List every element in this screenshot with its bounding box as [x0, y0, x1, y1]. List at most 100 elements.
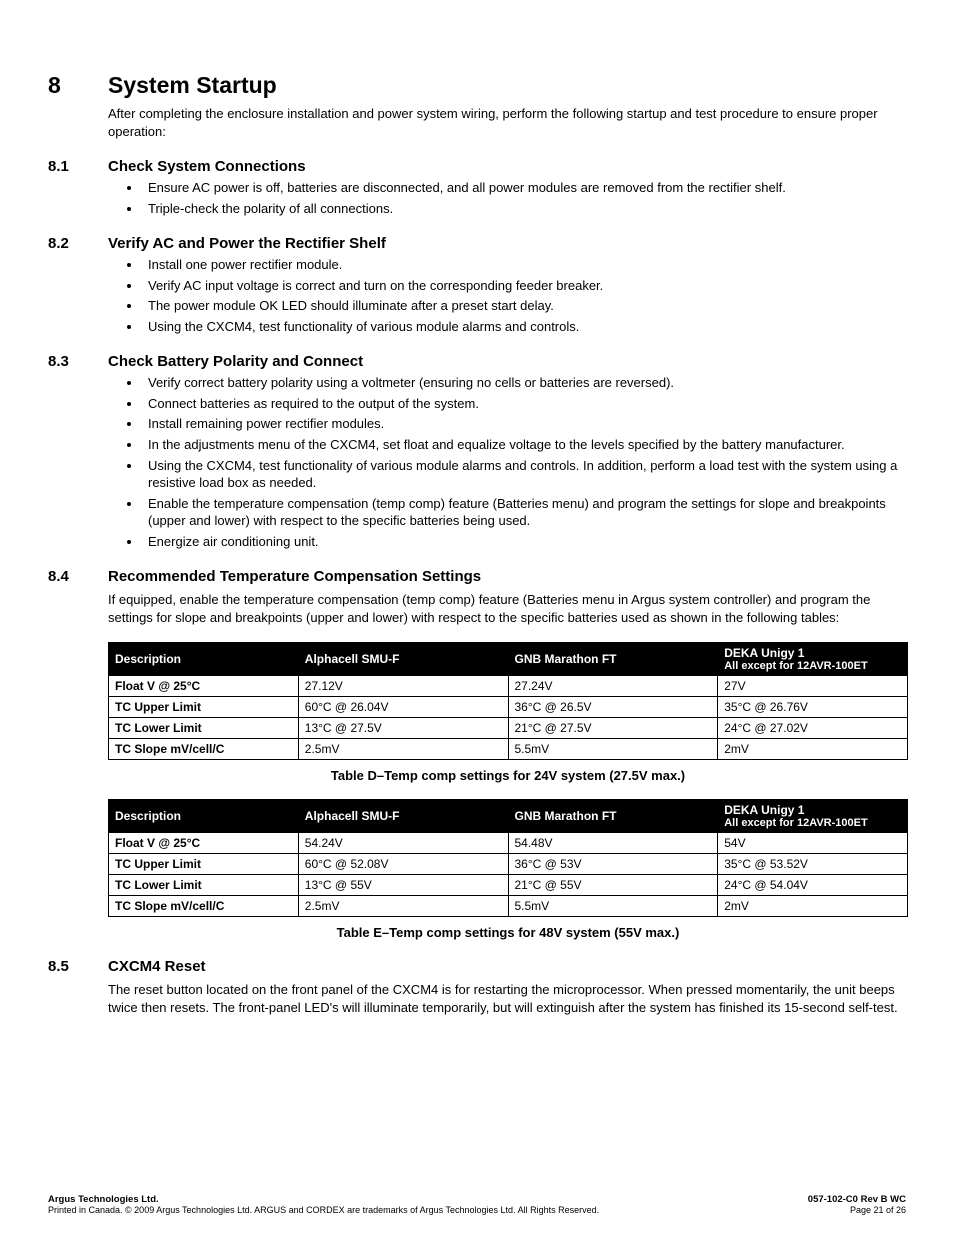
cell: TC Upper Limit — [109, 697, 299, 718]
col-alphacell: Alphacell SMU-F — [298, 643, 508, 676]
subsection-number: 8.3 — [48, 353, 108, 370]
table-row: TC Lower Limit 13°C @ 27.5V 21°C @ 27.5V… — [109, 718, 908, 739]
table-row: TC Upper Limit 60°C @ 52.08V 36°C @ 53V … — [109, 854, 908, 875]
list-item: Using the CXCM4, test functionality of v… — [142, 457, 906, 492]
intro-paragraph: After completing the enclosure installat… — [108, 105, 906, 140]
cell: 35°C @ 53.52V — [718, 854, 908, 875]
cell: 2mV — [718, 896, 908, 917]
list-item: The power module OK LED should illuminat… — [142, 297, 906, 315]
table-d-caption: Table D–Temp comp settings for 24V syste… — [108, 768, 908, 783]
footer-left: Argus Technologies Ltd. Printed in Canad… — [48, 1194, 599, 1215]
col-description: Description — [109, 643, 299, 676]
list-item: Verify AC input voltage is correct and t… — [142, 277, 906, 295]
cell: 35°C @ 26.76V — [718, 697, 908, 718]
subsection-number: 8.5 — [48, 958, 108, 975]
subsection-heading: 8.5 CXCM4 Reset — [48, 958, 906, 975]
cell: TC Upper Limit — [109, 854, 299, 875]
cell: TC Slope mV/cell/C — [109, 896, 299, 917]
col-deka-line1: DEKA Unigy 1 — [724, 646, 804, 660]
section-title: System Startup — [108, 72, 277, 99]
footer-company: Argus Technologies Ltd. — [48, 1194, 159, 1205]
cell: 36°C @ 26.5V — [508, 697, 718, 718]
footer-copyright: Printed in Canada. © 2009 Argus Technolo… — [48, 1205, 599, 1215]
cell: 60°C @ 26.04V — [298, 697, 508, 718]
paragraph: If equipped, enable the temperature comp… — [108, 591, 906, 626]
subsection-heading: 8.3 Check Battery Polarity and Connect — [48, 353, 906, 370]
col-gnb: GNB Marathon FT — [508, 800, 718, 833]
list-item: Energize air conditioning unit. — [142, 533, 906, 551]
list-item: Install remaining power rectifier module… — [142, 415, 906, 433]
cell: 5.5mV — [508, 739, 718, 760]
cell: 13°C @ 55V — [298, 875, 508, 896]
table-row: Float V @ 25°C 54.24V 54.48V 54V — [109, 833, 908, 854]
cell: 13°C @ 27.5V — [298, 718, 508, 739]
cell: 24°C @ 27.02V — [718, 718, 908, 739]
col-deka: DEKA Unigy 1 All except for 12AVR-100ET — [718, 800, 908, 833]
list-item: Enable the temperature compensation (tem… — [142, 495, 906, 530]
cell: Float V @ 25°C — [109, 833, 299, 854]
table-row: TC Slope mV/cell/C 2.5mV 5.5mV 2mV — [109, 739, 908, 760]
list-item: Install one power rectifier module. — [142, 256, 906, 274]
cell: TC Lower Limit — [109, 718, 299, 739]
list-item: Triple-check the polarity of all connect… — [142, 200, 906, 218]
col-deka-line2: All except for 12AVR-100ET — [724, 660, 901, 672]
cell: TC Slope mV/cell/C — [109, 739, 299, 760]
cell: 27V — [718, 676, 908, 697]
col-alphacell: Alphacell SMU-F — [298, 800, 508, 833]
cell: TC Lower Limit — [109, 875, 299, 896]
subsection-title: CXCM4 Reset — [108, 958, 206, 975]
subsection-title: Check Battery Polarity and Connect — [108, 353, 363, 370]
cell: Float V @ 25°C — [109, 676, 299, 697]
list-item: Using the CXCM4, test functionality of v… — [142, 318, 906, 336]
col-deka-line2: All except for 12AVR-100ET — [724, 817, 901, 829]
cell: 2.5mV — [298, 739, 508, 760]
table-row: TC Slope mV/cell/C 2.5mV 5.5mV 2mV — [109, 896, 908, 917]
subsection-title: Check System Connections — [108, 158, 306, 175]
table-e-caption: Table E–Temp comp settings for 48V syste… — [108, 925, 908, 940]
bullet-list-81: Ensure AC power is off, batteries are di… — [108, 179, 906, 217]
footer-right: 057-102-C0 Rev B WC Page 21 of 26 — [808, 1194, 906, 1215]
paragraph: The reset button located on the front pa… — [108, 981, 906, 1016]
table-row: TC Upper Limit 60°C @ 26.04V 36°C @ 26.5… — [109, 697, 908, 718]
cell: 36°C @ 53V — [508, 854, 718, 875]
footer-page-number: Page 21 of 26 — [850, 1205, 906, 1215]
subsection-title: Verify AC and Power the Rectifier Shelf — [108, 235, 386, 252]
list-item: In the adjustments menu of the CXCM4, se… — [142, 436, 906, 454]
bullet-list-83: Verify correct battery polarity using a … — [108, 374, 906, 550]
footer-doc-id: 057-102-C0 Rev B WC — [808, 1194, 906, 1205]
cell: 27.24V — [508, 676, 718, 697]
subsection-number: 8.1 — [48, 158, 108, 175]
list-item: Verify correct battery polarity using a … — [142, 374, 906, 392]
cell: 24°C @ 54.04V — [718, 875, 908, 896]
subsection-number: 8.4 — [48, 568, 108, 585]
cell: 21°C @ 27.5V — [508, 718, 718, 739]
subsection-heading: 8.1 Check System Connections — [48, 158, 906, 175]
subsection-heading: 8.4 Recommended Temperature Compensation… — [48, 568, 906, 585]
col-description: Description — [109, 800, 299, 833]
section-heading: 8 System Startup — [48, 72, 906, 99]
subsection-title: Recommended Temperature Compensation Set… — [108, 568, 481, 585]
table-row: Float V @ 25°C 27.12V 27.24V 27V — [109, 676, 908, 697]
cell: 27.12V — [298, 676, 508, 697]
list-item: Ensure AC power is off, batteries are di… — [142, 179, 906, 197]
cell: 54.24V — [298, 833, 508, 854]
cell: 54.48V — [508, 833, 718, 854]
col-deka: DEKA Unigy 1 All except for 12AVR-100ET — [718, 643, 908, 676]
section-number: 8 — [48, 72, 108, 99]
subsection-number: 8.2 — [48, 235, 108, 252]
cell: 5.5mV — [508, 896, 718, 917]
table-e: Description Alphacell SMU-F GNB Marathon… — [108, 799, 908, 917]
table-header-row: Description Alphacell SMU-F GNB Marathon… — [109, 800, 908, 833]
cell: 21°C @ 55V — [508, 875, 718, 896]
table-header-row: Description Alphacell SMU-F GNB Marathon… — [109, 643, 908, 676]
cell: 2.5mV — [298, 896, 508, 917]
col-gnb: GNB Marathon FT — [508, 643, 718, 676]
cell: 2mV — [718, 739, 908, 760]
list-item: Connect batteries as required to the out… — [142, 395, 906, 413]
cell: 54V — [718, 833, 908, 854]
cell: 60°C @ 52.08V — [298, 854, 508, 875]
page-footer: Argus Technologies Ltd. Printed in Canad… — [48, 1194, 906, 1215]
bullet-list-82: Install one power rectifier module. Veri… — [108, 256, 906, 335]
subsection-heading: 8.2 Verify AC and Power the Rectifier Sh… — [48, 235, 906, 252]
table-row: TC Lower Limit 13°C @ 55V 21°C @ 55V 24°… — [109, 875, 908, 896]
